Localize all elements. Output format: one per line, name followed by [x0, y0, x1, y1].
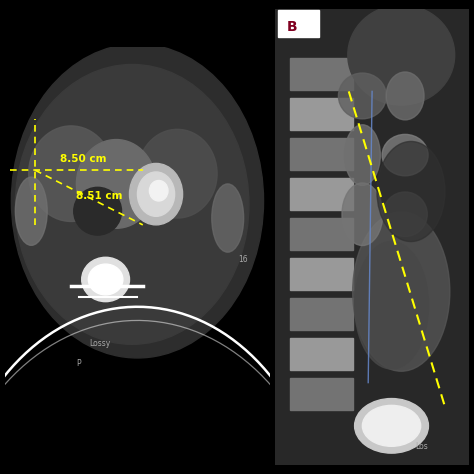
Bar	[291, 138, 353, 170]
Ellipse shape	[355, 242, 428, 369]
Text: 8.50 cm: 8.50 cm	[61, 154, 107, 164]
Bar	[291, 218, 353, 250]
Ellipse shape	[88, 264, 123, 295]
Ellipse shape	[342, 183, 383, 246]
Ellipse shape	[355, 399, 428, 453]
Ellipse shape	[28, 126, 114, 221]
Ellipse shape	[345, 125, 380, 185]
Ellipse shape	[353, 212, 450, 371]
Ellipse shape	[137, 172, 174, 216]
FancyBboxPatch shape	[278, 10, 319, 37]
Text: 16: 16	[238, 255, 248, 264]
Ellipse shape	[212, 184, 244, 252]
Bar	[291, 258, 353, 290]
Ellipse shape	[348, 5, 455, 105]
Text: P: P	[76, 359, 81, 368]
Ellipse shape	[82, 257, 129, 301]
Ellipse shape	[76, 139, 156, 228]
Ellipse shape	[15, 64, 249, 344]
Bar	[291, 98, 353, 129]
Ellipse shape	[15, 177, 47, 246]
Text: 8.51 cm: 8.51 cm	[76, 191, 123, 201]
Ellipse shape	[11, 44, 264, 358]
Text: Lossy: Lossy	[90, 339, 111, 348]
Bar	[291, 378, 353, 410]
Ellipse shape	[137, 129, 217, 218]
Ellipse shape	[377, 141, 445, 242]
Ellipse shape	[149, 181, 168, 201]
Ellipse shape	[74, 187, 121, 235]
Bar	[291, 178, 353, 210]
Bar	[291, 338, 353, 370]
Ellipse shape	[129, 164, 182, 225]
Ellipse shape	[338, 73, 386, 119]
Bar	[291, 298, 353, 330]
Ellipse shape	[386, 72, 424, 120]
Ellipse shape	[382, 135, 428, 176]
Bar	[291, 58, 353, 90]
Text: Los: Los	[415, 442, 428, 451]
Ellipse shape	[362, 405, 421, 447]
Ellipse shape	[383, 192, 427, 237]
Text: B: B	[287, 20, 297, 34]
